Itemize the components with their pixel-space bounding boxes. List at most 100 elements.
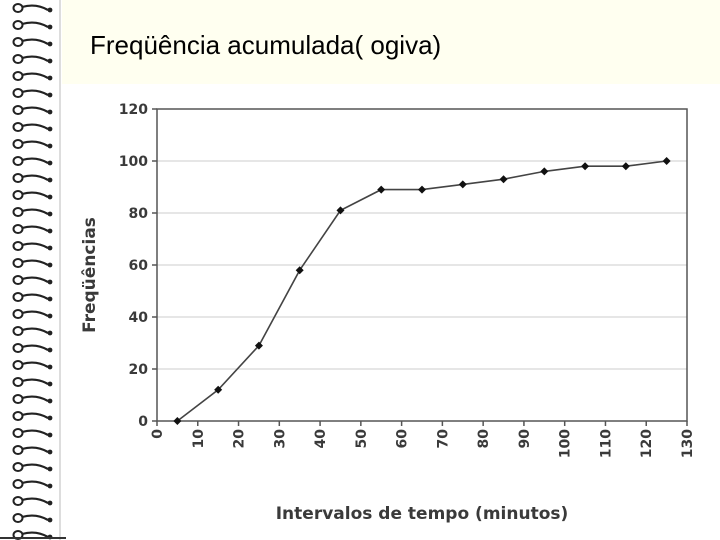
spiral-ring-icon [12,54,24,64]
data-point [540,167,549,176]
spiral-ring-icon [12,224,24,234]
x-tick-label: 60 [395,429,411,449]
x-tick-label: 0 [150,429,166,439]
spiral-ring-icon [12,496,24,506]
spiral-wire-icon [21,106,49,113]
spiral-wire-icon [21,276,49,283]
spiral-hole-icon [47,41,53,47]
spiral-hole-icon [47,75,53,81]
data-point [621,162,630,171]
spiral-wire-icon [21,157,49,164]
spiral-hole-icon [47,194,53,200]
spiral-wire-icon [21,310,49,317]
spiral-wire-icon [21,480,49,487]
spiral-ring-icon [12,394,24,404]
data-point [173,417,182,425]
spiral-hole-icon [47,126,53,132]
spiral-wire-icon [21,21,49,28]
spiral-hole-icon [47,483,53,489]
spiral-ring-icon [12,122,24,132]
spiral-ring-icon [12,88,24,98]
spiral-wire-icon [21,463,49,470]
spiral-ring-icon [12,37,24,47]
data-point [377,185,386,194]
spiral-wire-icon [21,225,49,232]
spiral-ring-icon [12,326,24,336]
x-tick-label: 100 [558,429,574,458]
spiral-hole-icon [47,228,53,234]
y-tick-label: 40 [129,310,149,326]
spiral-wire-icon [21,191,49,198]
spiral-wire-icon [21,4,49,11]
spiral-ring-icon [12,411,24,421]
spiral-ring-icon [12,292,24,302]
chart-area: 0 20 40 60 80 100 120 0 10 20 30 40 50 60 70 80 90 100 110… [62,84,720,540]
spiral-hole-icon [47,143,53,149]
x-tick-label: 90 [517,429,533,449]
data-point [214,385,223,394]
y-tick-label: 80 [129,206,149,222]
spiral-ring-icon [12,3,24,13]
data-points [173,157,671,425]
spiral-hole-icon [47,296,53,302]
slide-title: Freqüência acumulada( ogiva) [90,30,442,60]
spiral-wire-icon [21,38,49,45]
spiral-hole-icon [47,279,53,285]
spiral-wire-icon [21,327,49,334]
ogive-line [176,160,667,422]
spiral-hole-icon [47,381,53,387]
spiral-hole-icon [47,364,53,370]
y-axis-label: Freqüências [80,217,100,333]
notebook-spiral [0,0,62,540]
spiral-hole-icon [47,466,53,472]
tick-labels: 0 20 40 60 80 100 120 0 10 20 30 40 50 60 70 80 90 100 110… [119,102,696,458]
spiral-wire-icon [21,378,49,385]
spiral-wire-icon [21,446,49,453]
spiral-wire-icon [21,123,49,130]
spiral-ring-icon [12,156,24,166]
spiral-hole-icon [47,92,53,98]
spiral-hole-icon [47,245,53,251]
spiral-binding-decoration [12,0,61,540]
x-tick-label: 110 [598,429,614,458]
y-tick-label: 20 [129,362,149,378]
data-point [581,162,590,171]
spiral-wire-icon [21,293,49,300]
spiral-hole-icon [47,330,53,336]
spiral-wire-icon [21,395,49,402]
spiral-ring-icon [12,258,24,268]
spiral-hole-icon [47,517,53,523]
spiral-hole-icon [47,109,53,115]
ogive-chart: 0 20 40 60 80 100 120 0 10 20 30 40 50 60 70 80 90 100 110… [80,102,696,524]
spiral-hole-icon [47,313,53,319]
spiral-wire-icon [21,140,49,147]
x-tick-label: 40 [313,429,329,449]
spiral-wire-icon [21,497,49,504]
x-tick-label: 130 [680,429,696,458]
spiral-ring-icon [12,275,24,285]
x-tick-label: 120 [639,429,655,458]
spiral-wire-icon [21,412,49,419]
spiral-hole-icon [47,449,53,455]
spiral-ring-icon [12,462,24,472]
spiral-hole-icon [47,24,53,30]
spiral-ring-icon [12,105,24,115]
x-tick-label: 10 [191,429,207,449]
spiral-hole-icon [47,500,53,506]
y-tick-label: 0 [138,414,148,430]
spiral-ring-icon [12,207,24,217]
spiral-hole-icon [47,415,53,421]
data-point [662,157,671,165]
x-axis-label: Intervalos de tempo (minutos) [276,504,569,524]
y-tick-label: 120 [119,102,148,118]
spiral-wire-icon [21,514,49,521]
bottom-rule [0,537,66,539]
data-point [458,180,467,189]
spiral-ring-icon [12,241,24,251]
spiral-ring-icon [12,190,24,200]
spiral-wire-icon [21,72,49,79]
spiral-hole-icon [47,262,53,268]
spiral-wire-icon [21,259,49,266]
data-point [295,266,304,275]
x-tick-label: 70 [435,429,451,449]
